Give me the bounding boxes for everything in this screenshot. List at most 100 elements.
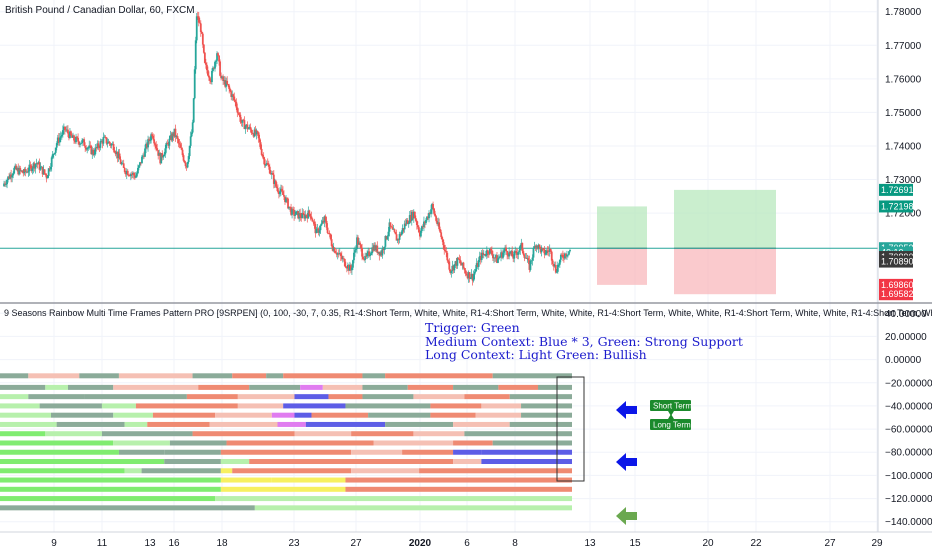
indicator-axis-tick-label: 20.00000 — [885, 332, 927, 343]
candle-body — [446, 252, 449, 261]
candle-body — [459, 260, 462, 264]
candle-body — [461, 262, 464, 266]
candle-body — [435, 216, 438, 221]
rainbow-segment — [266, 373, 284, 379]
candle-body — [568, 251, 570, 255]
candle-body — [253, 129, 256, 137]
blue-arrow-short-term-icon — [616, 401, 637, 419]
candle-body — [16, 168, 19, 170]
candle-body — [53, 152, 56, 154]
rainbow-segment — [249, 384, 301, 390]
candle-body — [290, 207, 292, 215]
candle-body — [498, 257, 500, 259]
candle-body — [269, 173, 272, 175]
candle-body — [385, 235, 388, 240]
bottom-plot-area[interactable] — [0, 312, 878, 523]
candle-body — [406, 220, 409, 224]
candle-body — [307, 210, 310, 219]
candle-body — [400, 231, 403, 236]
rainbow-row — [0, 468, 572, 474]
candle-body — [296, 211, 299, 212]
candle-body — [167, 143, 170, 146]
candle-body — [456, 257, 459, 266]
candle-body — [346, 264, 349, 269]
candle-body — [413, 211, 416, 219]
candle-body — [183, 160, 186, 163]
top-plot-area[interactable] — [0, 0, 878, 532]
rainbow-segment — [124, 421, 148, 427]
candle-body — [81, 140, 84, 144]
candle-body — [496, 255, 498, 263]
rainbow-segment — [453, 459, 482, 465]
candle-body — [388, 222, 391, 232]
candle-body — [352, 260, 354, 268]
candle-body — [100, 141, 103, 142]
time-axis-tick-label: 8 — [512, 538, 518, 549]
candle-body — [70, 131, 72, 136]
candle-body — [315, 229, 318, 234]
candle-body — [103, 136, 106, 138]
candle-body — [22, 172, 25, 174]
rainbow-segment — [0, 431, 46, 437]
candle-body — [129, 174, 132, 177]
candle-body — [243, 120, 246, 130]
candle-body — [563, 257, 565, 259]
candle-body — [453, 264, 456, 271]
candle-body — [361, 247, 363, 257]
candle-body — [78, 141, 80, 145]
candle-body — [305, 214, 308, 216]
candle-body — [184, 162, 187, 167]
rainbow-segment — [0, 403, 40, 409]
candle-body — [180, 147, 183, 150]
candle-body — [471, 273, 474, 281]
candle-body — [552, 263, 555, 267]
candle-body — [476, 263, 479, 267]
candle-body — [210, 80, 212, 83]
candle-body — [80, 143, 83, 145]
candle-body — [192, 98, 195, 123]
indicator-axis-tick-label: −100.00000 — [885, 471, 932, 482]
candle-body — [467, 272, 470, 279]
candle-body — [455, 261, 458, 266]
candle-body — [565, 253, 567, 257]
candle-body — [42, 169, 45, 175]
rainbow-segment — [232, 373, 267, 379]
rainbow-segment — [0, 373, 29, 379]
indicator-axis-tick-label: −120.00000 — [885, 494, 932, 505]
candle-body — [370, 253, 373, 255]
candle-body — [74, 140, 76, 143]
candle-body — [128, 175, 131, 177]
candle-body — [89, 145, 92, 147]
candle-body — [43, 169, 46, 174]
candle-body — [310, 216, 313, 219]
candle-body — [55, 143, 58, 148]
candle-body — [491, 250, 493, 255]
candle-body — [342, 258, 345, 260]
candle-body — [526, 258, 529, 259]
candle-body — [76, 136, 78, 138]
candle-body — [14, 165, 17, 169]
candle-body — [75, 136, 77, 143]
candle-body — [71, 135, 73, 138]
svg-text:Long Term: Long Term — [653, 421, 691, 430]
candle-body — [306, 215, 309, 219]
candle-body — [505, 247, 507, 251]
time-axis-tick-label: 23 — [288, 538, 300, 549]
candle-body — [130, 174, 133, 175]
rainbow-segment — [0, 394, 29, 400]
rainbow-segment — [124, 468, 142, 474]
candle-body — [69, 131, 71, 138]
candle-body — [442, 239, 445, 246]
rainbow-segment — [101, 431, 193, 437]
candle-body — [469, 277, 472, 279]
candle-body — [115, 151, 118, 155]
candle-body — [293, 209, 296, 216]
candle-body — [198, 22, 201, 24]
candle-body — [66, 129, 68, 131]
time-axis-tick-label: 20 — [702, 538, 714, 549]
candle-body — [558, 259, 561, 265]
candle-body — [535, 245, 538, 248]
candle-body — [518, 250, 521, 253]
candle-body — [521, 242, 524, 252]
candle-body — [242, 119, 245, 121]
